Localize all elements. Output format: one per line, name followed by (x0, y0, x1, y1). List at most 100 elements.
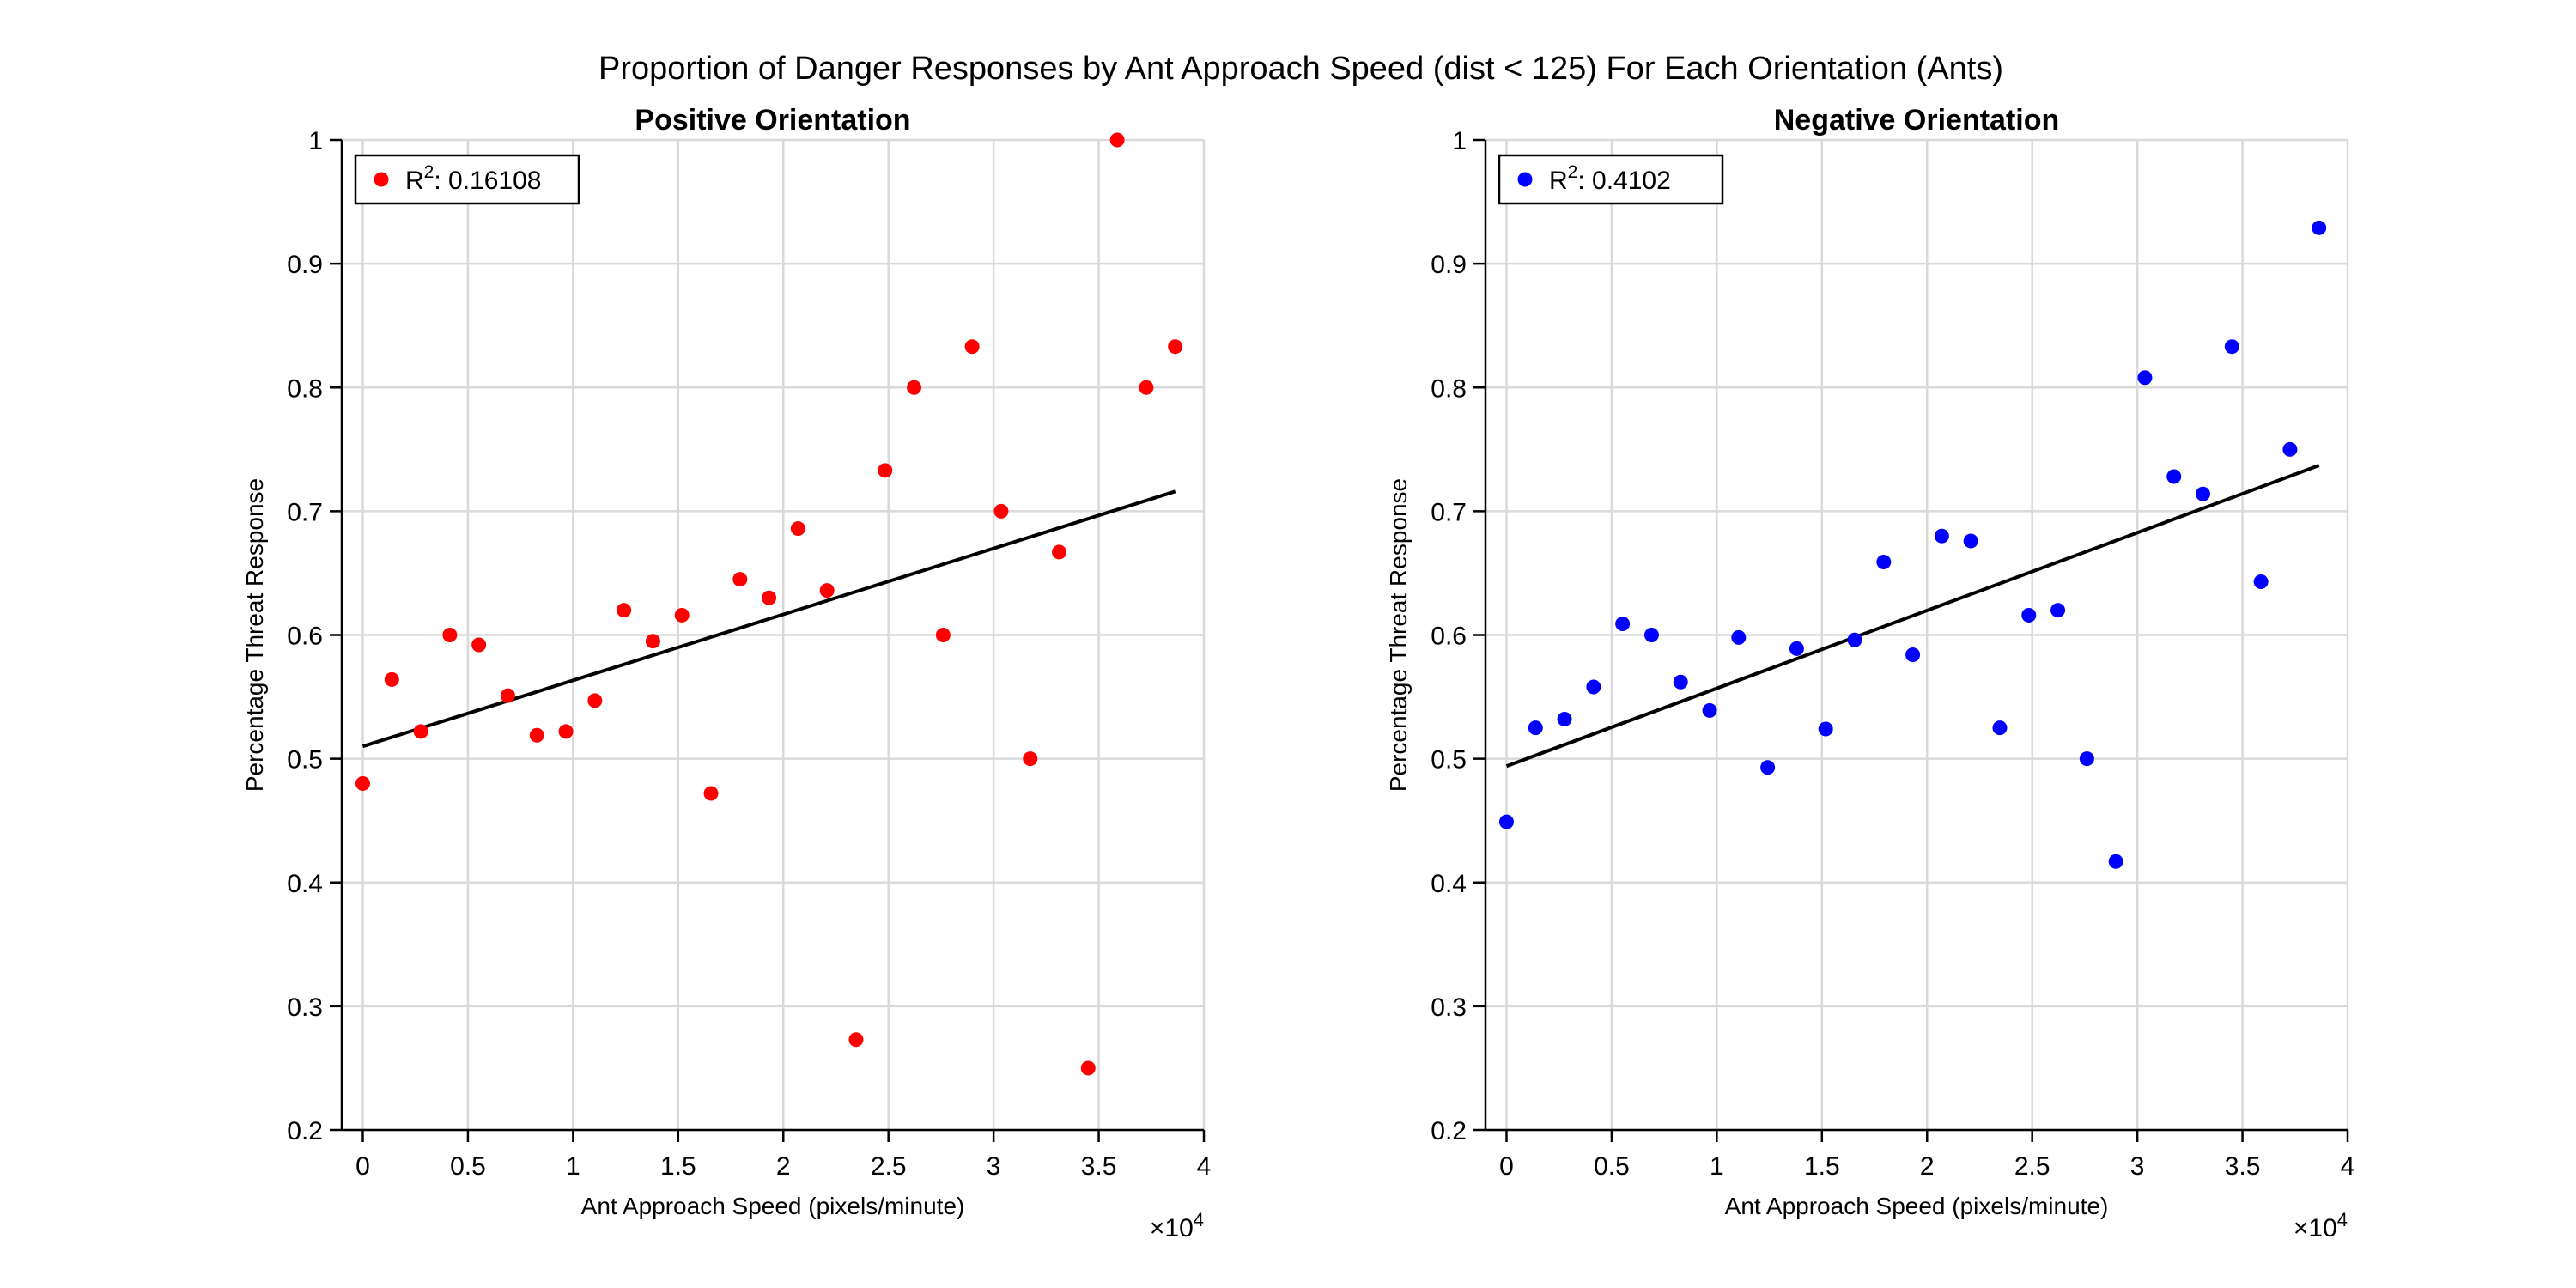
y-tick-label: 0.5 (287, 746, 323, 775)
regression-line (1505, 464, 2320, 769)
y-tick-label: 0.4 (1431, 870, 1467, 898)
negative-orientation-panel: 0 0.5 1 1.5 2 2.5 3 3.5 4 0.2 0.3 0.4 0.5 0.6 0.7 0.8 0.… (1385, 104, 2354, 1242)
data-point (1528, 720, 1543, 736)
x-tick-label: 2 (776, 1152, 791, 1181)
legend-r: R (1549, 167, 1568, 195)
legend-label: R2: 0.16108 (405, 162, 541, 195)
x-exponent-label: ×104 (1150, 1209, 1204, 1242)
data-point (1934, 528, 1949, 544)
data-point (1168, 339, 1183, 355)
data-point (674, 607, 690, 623)
regression-line (361, 489, 1176, 749)
y-tick-label: 0.6 (287, 623, 323, 651)
data-point (1673, 674, 1688, 690)
data-point (1789, 641, 1804, 656)
x-axis-label: Ant Approach Speed (pixels/minute) (581, 1193, 965, 1219)
y-tick-label: 0.9 (1431, 251, 1467, 279)
data-point (1760, 760, 1776, 775)
data-point (1818, 721, 1833, 737)
data-point (471, 637, 487, 653)
x-tick-label: 3.5 (1081, 1152, 1117, 1181)
data-point (2050, 603, 2066, 618)
y-tick-label: 0.5 (1431, 746, 1467, 775)
x-tick-label: 0 (355, 1152, 370, 1181)
data-point (993, 503, 1009, 519)
data-point (500, 688, 515, 703)
legend-value: : 0.16108 (434, 167, 541, 195)
legend-r: R (405, 167, 424, 195)
data-point (2079, 751, 2094, 767)
y-tick-label: 0.9 (287, 251, 323, 279)
x-tick-label: 1.5 (1804, 1152, 1840, 1181)
data-point (1109, 132, 1125, 148)
legend-superscript: 2 (1568, 162, 1578, 182)
data-point (2312, 220, 2327, 235)
data-point (2166, 469, 2182, 484)
data-point (1023, 751, 1038, 767)
y-axis-label: Percentage Threat Response (1385, 478, 1412, 792)
data-point (790, 521, 805, 537)
legend: R2: 0.4102 (1498, 154, 1724, 205)
data-point (848, 1032, 864, 1048)
data-point (617, 603, 632, 618)
data-point (2108, 854, 2123, 869)
y-tick-label: 0.2 (1431, 1117, 1467, 1145)
data-point (558, 724, 574, 739)
data-point (732, 572, 748, 587)
x-tick-label: 0 (1499, 1152, 1514, 1181)
y-tick-label: 0.3 (1431, 993, 1467, 1022)
legend-box (354, 154, 580, 205)
data-point (1702, 702, 1717, 718)
data-point (1139, 380, 1154, 395)
data-point (1963, 533, 1978, 549)
y-tick-label: 1 (1452, 127, 1467, 155)
data-point (1876, 554, 1892, 569)
legend-marker (1517, 172, 1533, 187)
data-point (1498, 814, 1514, 829)
data-point (1052, 544, 1067, 560)
data-point (2137, 370, 2153, 386)
data-point (935, 628, 951, 642)
x-tick-label: 1 (566, 1152, 580, 1181)
data-point (442, 628, 458, 642)
data-point (2282, 441, 2298, 457)
data-point (1557, 712, 1572, 727)
x-tick-label: 1.5 (660, 1152, 696, 1181)
data-point (762, 590, 777, 605)
data-point (878, 463, 893, 478)
x-tick-label: 0.5 (1594, 1152, 1630, 1181)
x-tick-label: 4 (2341, 1152, 2355, 1181)
data-point (907, 380, 922, 395)
legend-box (1498, 154, 1724, 205)
data-point (413, 724, 428, 739)
data-point (2224, 339, 2239, 355)
data-point (1731, 629, 1747, 645)
x-axis-label: Ant Approach Speed (pixels/minute) (1725, 1193, 2109, 1219)
y-tick-label: 1 (308, 127, 323, 155)
x-exponent-base: ×10 (1150, 1214, 1194, 1242)
data-point (703, 786, 719, 801)
x-exponent-power: 4 (2337, 1209, 2348, 1230)
x-tick-label: 2.5 (871, 1152, 907, 1181)
data-point (1992, 720, 2008, 736)
y-tick-label: 0.8 (1431, 374, 1467, 403)
x-tick-label: 2.5 (2014, 1152, 2050, 1181)
data-point (1905, 647, 1921, 663)
data-point (1080, 1060, 1096, 1076)
x-tick-label: 3.5 (2225, 1152, 2261, 1181)
data-point (355, 775, 370, 791)
y-tick-label: 0.4 (287, 870, 323, 898)
x-exponent-base: ×10 (2293, 1214, 2337, 1242)
legend: R2: 0.16108 (354, 154, 580, 205)
data-point (1586, 679, 1601, 695)
positive-panel-title: Positive Orientation (635, 104, 910, 137)
y-tick-label: 0.7 (287, 498, 323, 526)
data-point (2196, 486, 2211, 501)
x-tick-label: 4 (1197, 1152, 1212, 1181)
x-tick-label: 3 (987, 1152, 1001, 1181)
x-exponent-power: 4 (1194, 1209, 1204, 1230)
data-point (1615, 617, 1631, 632)
data-point (587, 693, 603, 708)
legend-value: : 0.4102 (1577, 167, 1670, 195)
